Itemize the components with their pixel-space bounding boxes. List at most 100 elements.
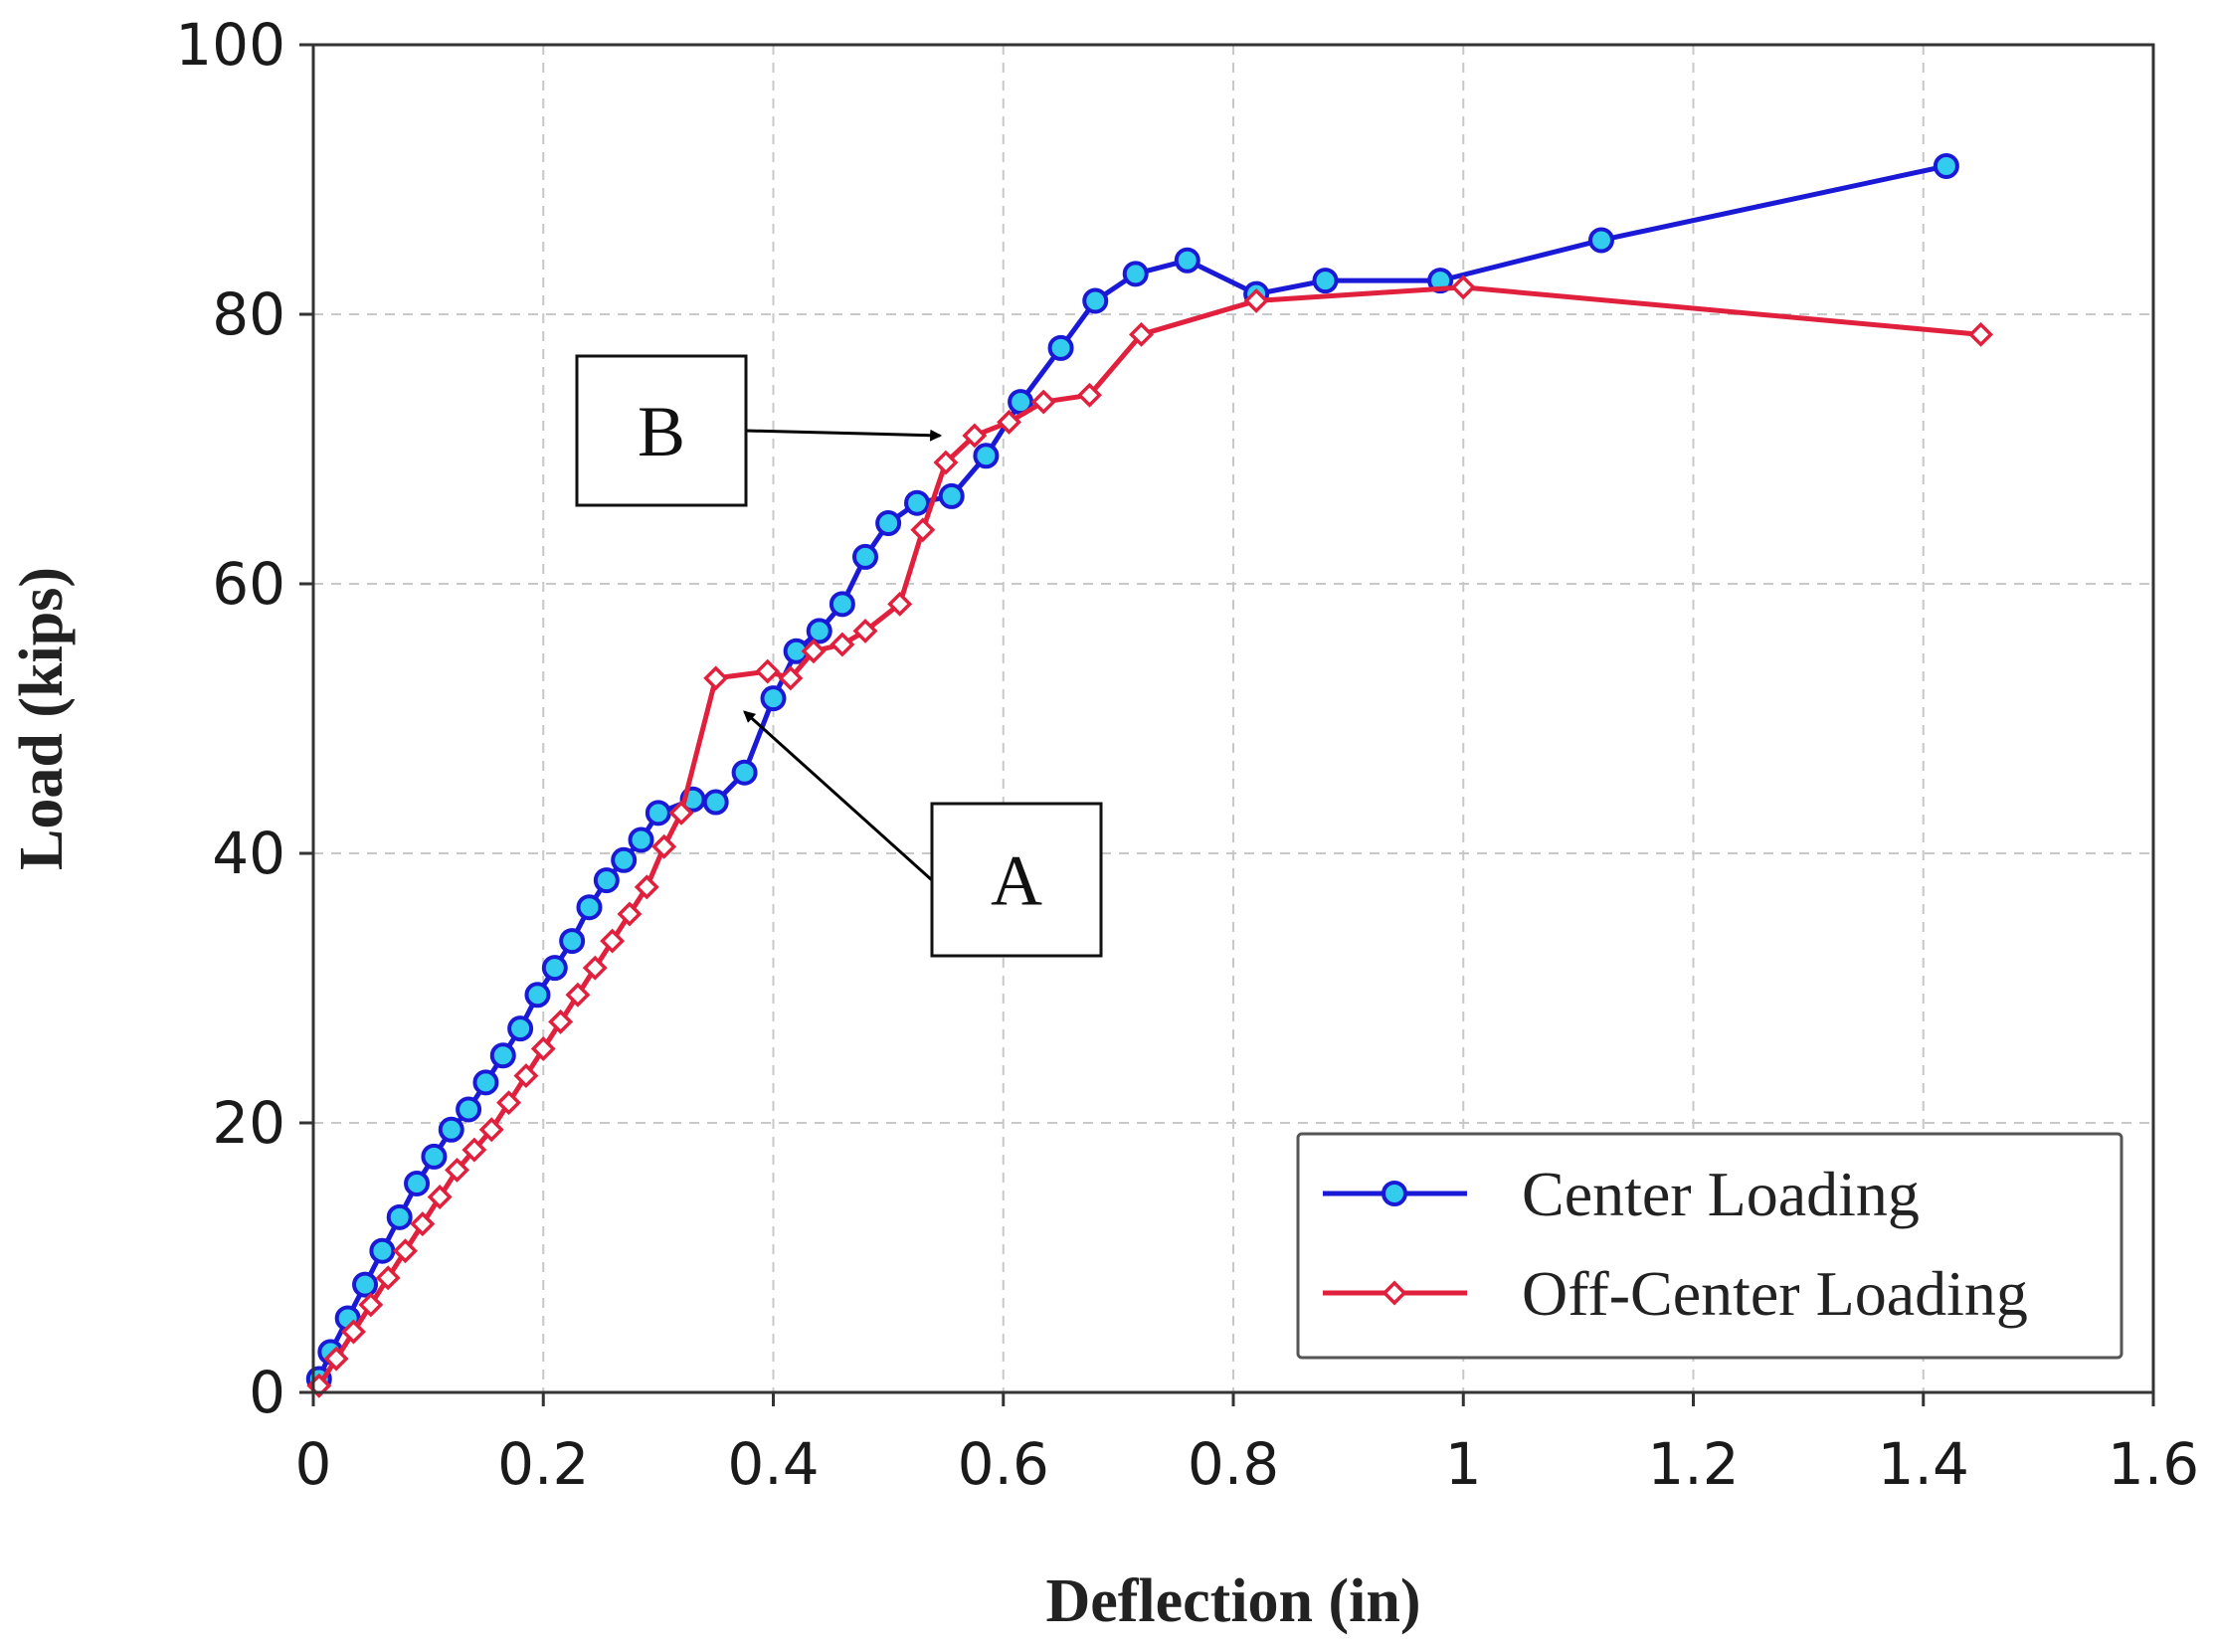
- x-tick-label: 1.4: [1878, 1430, 1969, 1498]
- data-point: [507, 1015, 534, 1042]
- data-point: [576, 894, 603, 921]
- data-point: [806, 618, 832, 644]
- data-point: [1076, 382, 1102, 408]
- data-point: [830, 632, 855, 657]
- data-point: [1450, 275, 1476, 300]
- legend-marker: [1382, 1181, 1407, 1206]
- data-point: [634, 874, 659, 900]
- data-point: [375, 1265, 401, 1291]
- data-point: [461, 1137, 487, 1163]
- data-point: [427, 1185, 453, 1210]
- callout-b: B: [575, 354, 943, 507]
- data-point: [801, 639, 827, 664]
- data-point: [340, 1319, 366, 1345]
- data-point: [582, 955, 608, 981]
- y-tick-label: 80: [212, 280, 285, 348]
- data-point: [1030, 389, 1056, 415]
- data-point: [323, 1346, 349, 1372]
- callout-arrow: [745, 429, 943, 442]
- data-point: [617, 901, 643, 927]
- series-center-loading: [305, 152, 1959, 1392]
- data-point: [352, 1271, 379, 1298]
- callout-arrow: [743, 710, 934, 882]
- data-point: [973, 443, 1000, 469]
- y-tick-label: 100: [175, 11, 285, 79]
- data-point: [760, 685, 787, 712]
- data-point: [1588, 227, 1614, 254]
- data-point: [489, 1042, 516, 1069]
- data-point: [559, 928, 586, 955]
- data-point: [541, 955, 568, 982]
- data-point: [472, 1069, 499, 1096]
- x-axis-label: Deflection (in): [1045, 1567, 1420, 1635]
- data-point: [421, 1143, 448, 1170]
- data-point: [456, 1096, 482, 1123]
- y-axis-label: Load (kips): [8, 567, 76, 870]
- data-point: [1082, 287, 1109, 314]
- x-tick-label: 1.2: [1647, 1430, 1739, 1498]
- callout-label: B: [638, 392, 685, 471]
- legend: Center Loading Off-Center Loading: [1296, 1132, 2123, 1360]
- x-tick-label: 1.6: [2108, 1430, 2199, 1498]
- data-point: [386, 1203, 413, 1230]
- data-point: [548, 1009, 574, 1034]
- legend-label: Off-Center Loading: [1522, 1258, 2028, 1329]
- x-tick-label: 0.2: [497, 1430, 589, 1498]
- callout-label: A: [991, 841, 1042, 921]
- data-point: [1243, 287, 1269, 313]
- callout-box: [575, 354, 748, 507]
- legend-marker: [1382, 1280, 1407, 1306]
- data-point: [593, 867, 620, 894]
- data-point: [755, 658, 781, 684]
- data-point: [645, 800, 671, 826]
- x-tick-label: 0.6: [958, 1430, 1049, 1498]
- data-point: [852, 543, 878, 570]
- data-point: [910, 517, 936, 543]
- data-point: [1933, 152, 1959, 179]
- x-tick-label: 0: [295, 1430, 332, 1498]
- data-point: [628, 826, 654, 853]
- data-point: [852, 618, 878, 643]
- data-point: [393, 1238, 418, 1264]
- ticks: 0 0.2 0.4 0.6 0.8 1 1.2 1.4 1.6 0 20 40 60 80 100: [175, 11, 2199, 1498]
- data-point: [778, 665, 804, 691]
- annotations: AB: [575, 354, 1103, 958]
- data-point: [875, 510, 902, 537]
- data-point: [478, 1117, 504, 1143]
- data-point: [513, 1063, 539, 1089]
- y-tick-label: 60: [212, 550, 285, 618]
- callout-a: A: [743, 710, 1103, 958]
- data-point: [1122, 261, 1149, 287]
- legend-box: [1296, 1132, 2123, 1360]
- data-point: [1129, 321, 1154, 347]
- legend-item: Center Loading: [1323, 1159, 1920, 1229]
- data-point: [938, 482, 965, 509]
- x-tick-label: 0.4: [727, 1430, 819, 1498]
- y-tick-label: 20: [212, 1089, 285, 1157]
- data-point: [933, 450, 959, 475]
- x-tick-label: 1: [1445, 1430, 1482, 1498]
- data-point: [1968, 321, 1994, 347]
- data-point: [1174, 247, 1200, 274]
- data-point: [611, 846, 638, 873]
- data-point: [651, 833, 677, 859]
- x-tick-label: 0.8: [1188, 1430, 1279, 1498]
- data-point: [358, 1292, 384, 1318]
- data-point: [904, 489, 931, 516]
- legend-label: Center Loading: [1522, 1159, 1920, 1229]
- data-point: [997, 409, 1022, 435]
- data-point: [703, 665, 729, 691]
- data-point: [962, 423, 988, 449]
- data-point: [496, 1090, 522, 1116]
- data-point: [445, 1157, 470, 1183]
- data-point: [369, 1237, 396, 1264]
- data-point: [565, 982, 591, 1008]
- data-point: [1047, 334, 1074, 361]
- y-tick-label: 40: [212, 820, 285, 887]
- data-point: [438, 1116, 464, 1143]
- data-point: [404, 1170, 431, 1196]
- data-point: [1312, 268, 1339, 294]
- data-point: [731, 759, 758, 786]
